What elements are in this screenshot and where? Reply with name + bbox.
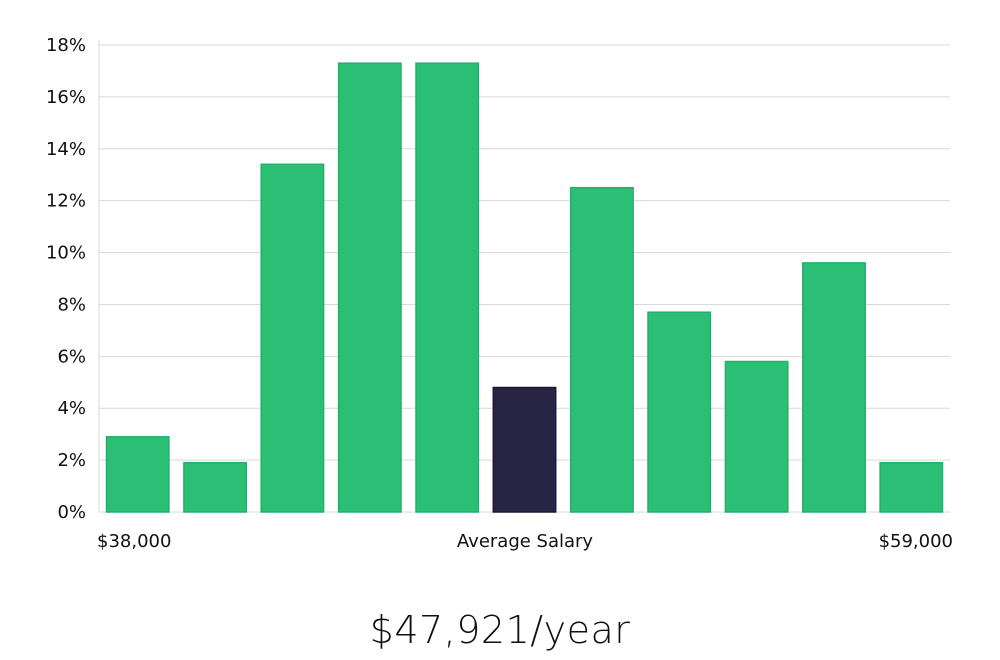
y-tick-label: 14% xyxy=(46,139,86,160)
y-tick-label: 6% xyxy=(57,346,86,367)
y-tick-label: 18% xyxy=(46,35,86,56)
bar xyxy=(337,62,402,513)
x-max-label: $59,000 xyxy=(879,531,953,552)
salary-distribution-chart: 0% 2% 4% 6% 8% 10% 12% 14% 16% 18% $38,000 Averag… xyxy=(46,35,953,552)
bar xyxy=(415,62,480,513)
bars xyxy=(105,62,944,513)
gridlines xyxy=(99,44,950,513)
bar xyxy=(105,436,170,513)
bar xyxy=(260,163,325,513)
y-tick-label: 16% xyxy=(46,87,86,108)
bar xyxy=(724,360,789,513)
x-min-label: $38,000 xyxy=(97,531,171,552)
bar xyxy=(183,461,248,513)
y-tick-label: 0% xyxy=(57,502,86,523)
y-tick-label: 2% xyxy=(57,450,86,471)
y-tick-label: 8% xyxy=(57,294,86,315)
y-tick-label: 12% xyxy=(46,191,86,212)
x-axis-label: Average Salary xyxy=(457,531,594,552)
bar xyxy=(879,461,944,513)
y-tick-label: 10% xyxy=(46,243,86,264)
bar xyxy=(647,311,712,513)
bar-average-salary xyxy=(492,386,557,513)
bar xyxy=(569,186,634,513)
bar xyxy=(802,262,866,513)
y-tick-label: 4% xyxy=(57,398,86,419)
average-salary-value: $47,921/year xyxy=(369,608,631,652)
y-axis-ticks: 0% 2% 4% 6% 8% 10% 12% 14% 16% 18% xyxy=(46,35,86,523)
